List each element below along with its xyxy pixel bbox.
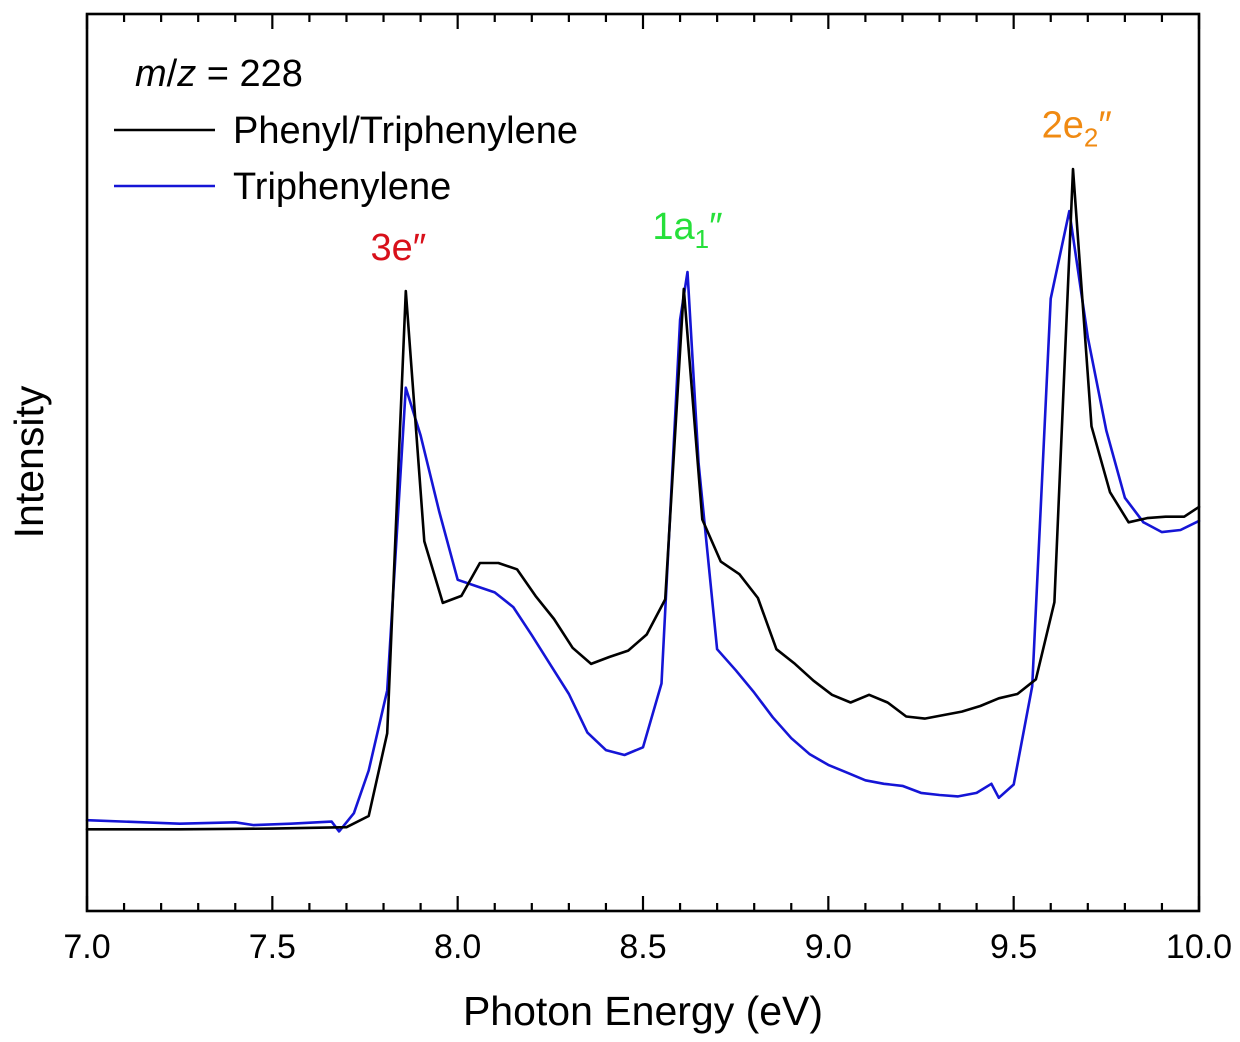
x-tick-label: 9.0 xyxy=(805,928,852,966)
ticks-layer xyxy=(85,14,1201,911)
x-tick-label: 7.5 xyxy=(249,928,296,966)
y-axis-label: Intensity xyxy=(6,385,52,538)
x-tick-labels: 7.0 7.5 8.0 8.5 9.0 9.5 10.0 xyxy=(63,928,1232,966)
x-tick-label: 8.0 xyxy=(434,928,481,966)
x-axis-label: Photon Energy (eV) xyxy=(463,988,823,1034)
series-line-phenyl-triphenylene xyxy=(85,167,1201,831)
peak-annotations: 3e″ 1a1″ 2e2″ xyxy=(370,104,1111,269)
legend-title: m/z = 228 xyxy=(135,53,303,95)
x-tick-label: 8.5 xyxy=(619,928,666,966)
x-tick-label: 7.0 xyxy=(63,928,110,966)
peak-label: 2e2″ xyxy=(1042,104,1112,152)
peak-label: 3e″ xyxy=(370,227,426,269)
series-layer xyxy=(85,167,1201,833)
x-tick-label: 9.5 xyxy=(990,928,1037,966)
legend-label-phenyl-triphenylene: Phenyl/Triphenylene xyxy=(233,110,578,152)
x-tick-label: 10.0 xyxy=(1166,928,1232,966)
legend: m/z = 228 Phenyl/Triphenylene Triphenyle… xyxy=(114,53,578,208)
peak-label: 1a1″ xyxy=(652,206,722,254)
legend-label-triphenylene: Triphenylene xyxy=(233,166,451,208)
